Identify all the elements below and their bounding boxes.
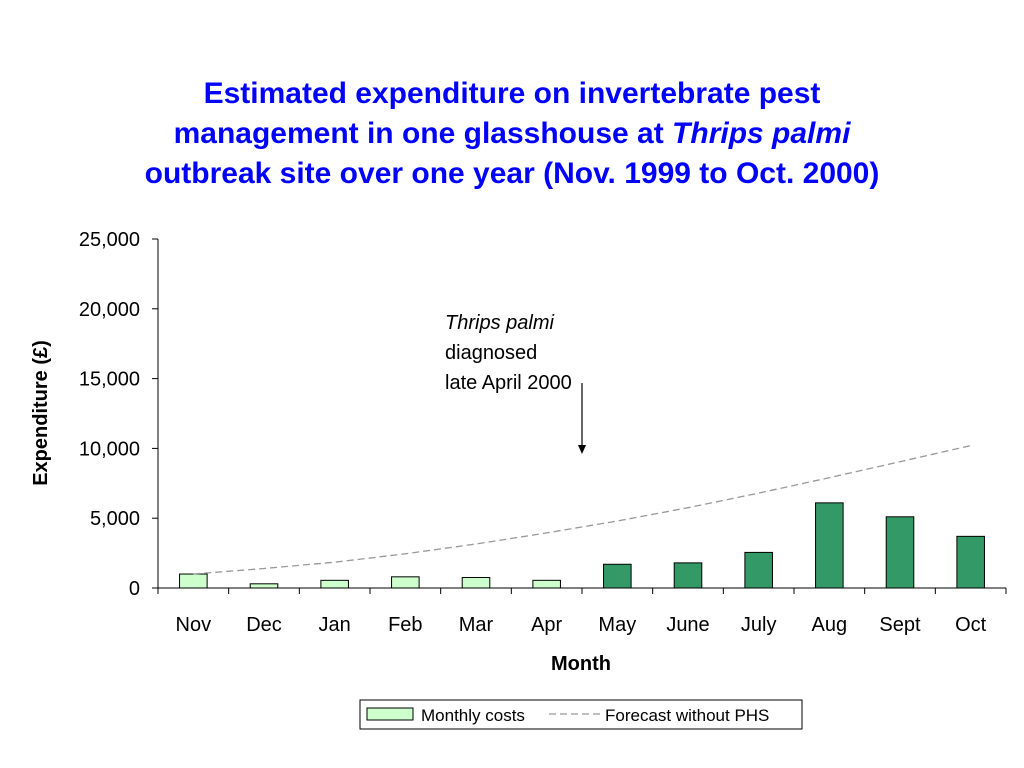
bar — [956, 535, 985, 589]
title-line-1: Estimated expenditure on invertebrate pe… — [203, 77, 821, 110]
bar — [179, 573, 208, 589]
annotation-species: Thrips palmi — [445, 312, 554, 334]
y-tick-label: 0 — [129, 578, 140, 600]
bar — [461, 577, 491, 589]
line-series-forecast — [193, 444, 971, 575]
bar — [249, 583, 279, 589]
diagnosis-annotation: Thrips palmi diagnosed late April 2000 — [445, 312, 586, 454]
x-axis-title: Month — [551, 653, 611, 675]
y-axis: 0 5,000 10,000 15,000 20,000 25,000 — [79, 229, 159, 600]
legend-label-forecast: Forecast without PHS — [605, 706, 769, 725]
legend-swatch-monthly-costs — [366, 707, 414, 721]
bar — [391, 576, 420, 589]
legend-label-monthly-costs: Monthly costs — [421, 706, 525, 725]
x-tick-label: May — [598, 614, 636, 636]
x-tick-label: Aug — [812, 614, 848, 636]
bar-series-monthly-costs — [179, 502, 985, 589]
title-species-name: Thrips palmi — [672, 117, 851, 150]
annotation-line-3: late April 2000 — [445, 372, 572, 394]
y-tick-label: 25,000 — [79, 229, 140, 251]
bar — [673, 562, 703, 589]
x-tick-label: Dec — [246, 614, 282, 636]
bar — [532, 579, 561, 589]
y-tick-label: 20,000 — [79, 299, 140, 321]
x-tick-label: Sept — [879, 614, 921, 636]
y-tick-label: 15,000 — [79, 369, 140, 391]
legend: Monthly costs Forecast without PHS — [359, 699, 803, 730]
bar — [320, 579, 349, 589]
x-axis: Nov Dec Jan Feb Mar Apr May June July Aug Sept Oct — [157, 587, 1007, 636]
x-tick-label: Feb — [388, 614, 422, 636]
y-tick-label: 5,000 — [90, 508, 140, 530]
bar — [603, 563, 632, 589]
bar — [815, 502, 844, 589]
annotation-line-2: diagnosed — [445, 342, 537, 364]
x-tick-label: Nov — [176, 614, 212, 636]
bar — [885, 516, 915, 589]
y-axis-title: Expenditure (£) — [30, 340, 52, 486]
x-tick-label: Oct — [955, 614, 987, 636]
annotation-arrow-head — [578, 444, 586, 454]
title-line-3: outbreak site over one year (Nov. 1999 t… — [144, 157, 880, 190]
x-tick-label: Mar — [459, 614, 494, 636]
y-tick-label: 10,000 — [79, 438, 140, 460]
x-tick-label: Apr — [531, 614, 562, 636]
chart-title: Estimated expenditure on invertebrate pe… — [40, 74, 984, 194]
forecast-line — [193, 444, 971, 575]
bar — [744, 551, 773, 589]
x-tick-label: Jan — [319, 614, 351, 636]
x-tick-label: June — [666, 614, 709, 636]
title-line-2-prefix: management in one glasshouse at — [173, 117, 673, 150]
x-tick-label: July — [741, 614, 777, 636]
legend-box — [359, 699, 803, 730]
